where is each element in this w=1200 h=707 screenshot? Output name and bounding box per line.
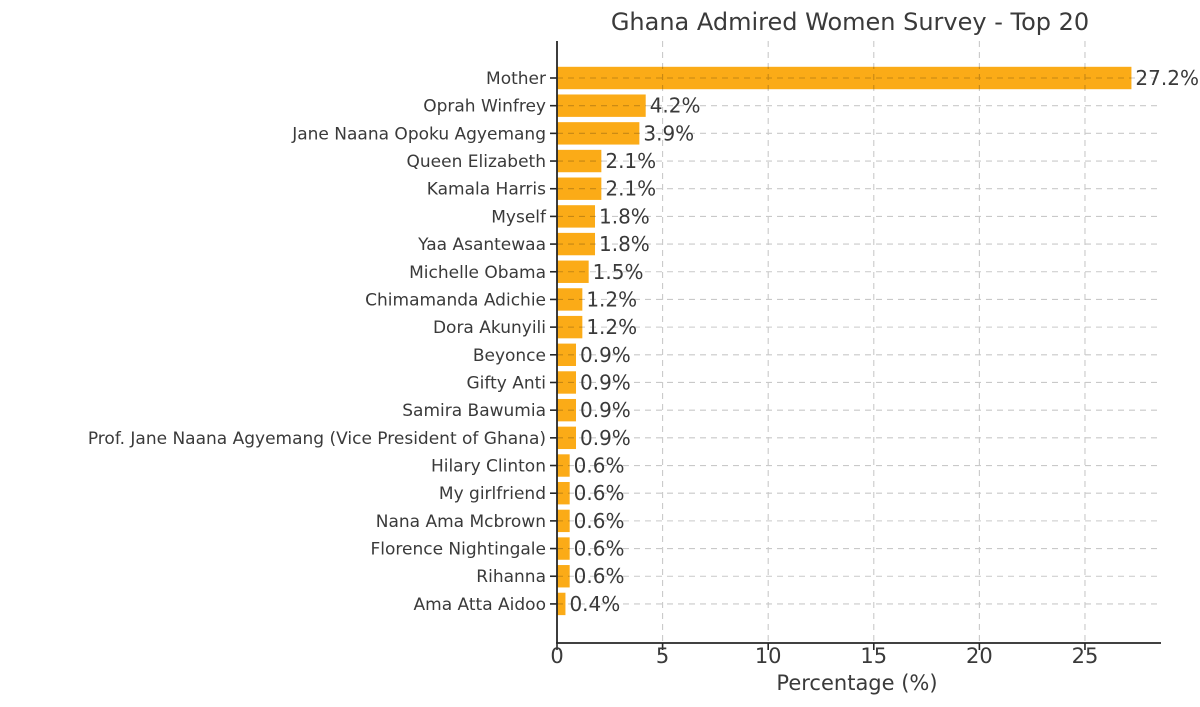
tick-marks bbox=[550, 77, 1086, 650]
value-label: 1.5% bbox=[593, 260, 644, 284]
x-tick-label: 10 bbox=[755, 644, 782, 668]
category-labels: Mother Oprah Winfrey Jane Naana Opoku Agye… bbox=[88, 69, 547, 615]
bar bbox=[557, 232, 596, 256]
x-tick-label: 15 bbox=[860, 644, 887, 668]
value-label: 1.2% bbox=[586, 315, 637, 339]
value-labels: 27.2% 4.2% 3.9% 2.1% 2.1% 1.8% 1.8% 1.5% 1.2% 1.2… bbox=[569, 66, 1199, 616]
category-label: Chimamanda Adichie bbox=[365, 290, 546, 310]
value-label: 0.4% bbox=[569, 592, 620, 616]
category-label: Ama Atta Aidoo bbox=[414, 595, 546, 615]
bar bbox=[557, 565, 570, 588]
chart-title: Ghana Admired Women Survey - Top 20 bbox=[611, 8, 1089, 36]
bar bbox=[557, 426, 577, 450]
category-label: Nana Ama Mcbrown bbox=[376, 512, 546, 532]
category-label: Oprah Winfrey bbox=[423, 97, 546, 117]
value-label: 0.9% bbox=[580, 426, 631, 450]
category-label: Jane Naana Opoku Agyemang bbox=[291, 124, 546, 144]
category-label: Beyonce bbox=[473, 346, 546, 366]
bar bbox=[557, 537, 570, 560]
value-label: 0.6% bbox=[574, 481, 625, 505]
value-label: 27.2% bbox=[1135, 66, 1199, 90]
bar bbox=[557, 454, 570, 477]
category-label: Dora Akunyili bbox=[433, 318, 546, 338]
category-label: My girlfriend bbox=[439, 484, 546, 504]
value-label: 1.2% bbox=[586, 287, 637, 311]
value-label: 0.9% bbox=[580, 343, 631, 367]
x-axis-label: Percentage (%) bbox=[776, 671, 937, 695]
value-label: 4.2% bbox=[650, 94, 701, 118]
bar bbox=[557, 509, 570, 533]
value-label: 0.6% bbox=[574, 537, 625, 561]
value-label: 1.8% bbox=[599, 232, 650, 256]
value-label: 3.9% bbox=[643, 121, 694, 145]
category-label: Queen Elizabeth bbox=[407, 152, 546, 172]
value-label: 2.1% bbox=[605, 149, 656, 173]
category-label: Prof. Jane Naana Agyemang (Vice Presiden… bbox=[88, 429, 546, 449]
value-label: 0.6% bbox=[574, 509, 625, 533]
category-label: Yaa Asantewaa bbox=[417, 235, 546, 255]
bar bbox=[557, 371, 577, 394]
category-label: Michelle Obama bbox=[409, 263, 546, 283]
x-tick-labels: 0 5 10 15 20 25 bbox=[550, 644, 1098, 668]
x-tick-label: 25 bbox=[1072, 644, 1099, 668]
category-label: Myself bbox=[491, 207, 547, 227]
category-label: Mother bbox=[486, 69, 546, 89]
value-label: 1.8% bbox=[599, 204, 650, 228]
x-tick-label: 5 bbox=[656, 644, 669, 668]
category-label: Gifty Anti bbox=[466, 373, 546, 393]
value-label: 0.9% bbox=[580, 370, 631, 394]
bar bbox=[557, 343, 577, 366]
bar bbox=[557, 398, 577, 422]
category-label: Rihanna bbox=[476, 567, 546, 587]
value-label: 0.6% bbox=[574, 454, 625, 478]
category-label: Hilary Clinton bbox=[431, 457, 546, 477]
value-label: 0.9% bbox=[580, 398, 631, 422]
bar bbox=[557, 122, 640, 145]
x-tick-label: 0 bbox=[550, 644, 563, 668]
gridlines bbox=[557, 41, 1161, 643]
category-label: Florence Nightingale bbox=[370, 540, 546, 560]
bar bbox=[557, 482, 570, 505]
category-label: Samira Bawumia bbox=[402, 401, 546, 421]
category-label: Kamala Harris bbox=[427, 180, 546, 200]
x-tick-label: 20 bbox=[966, 644, 993, 668]
bar bbox=[557, 205, 596, 228]
value-label: 0.6% bbox=[574, 564, 625, 588]
value-label: 2.1% bbox=[605, 177, 656, 201]
